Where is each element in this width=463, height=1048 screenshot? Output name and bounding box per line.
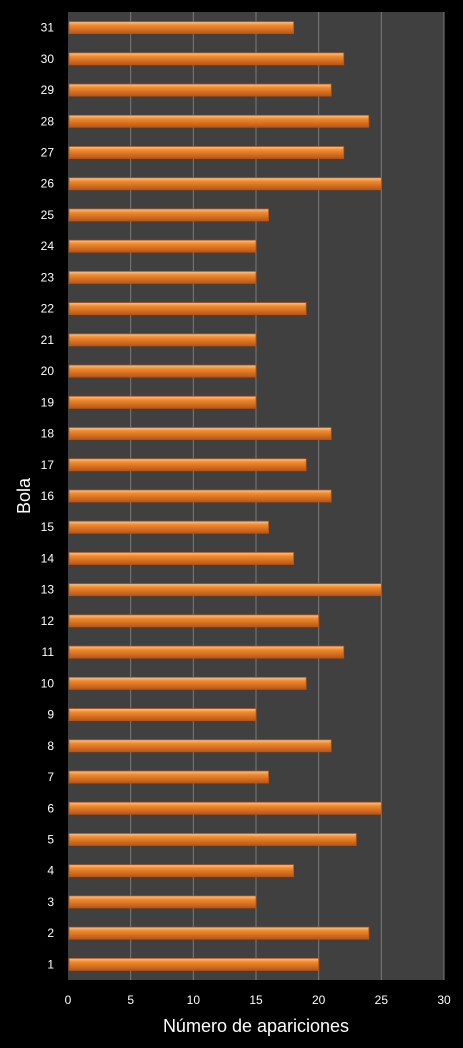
bar-20: [68, 364, 257, 378]
bar-1: [68, 957, 320, 971]
x-axis-title: Número de apariciones: [163, 1016, 349, 1036]
bar-7: [68, 770, 269, 784]
bar-26: [68, 177, 382, 191]
y-tick-label: 10: [41, 676, 55, 690]
y-tick-label: 7: [47, 770, 54, 784]
bar-21: [68, 333, 257, 347]
y-tick-label: 24: [41, 239, 55, 253]
x-tick-label: 15: [249, 993, 263, 1007]
y-tick-label: 12: [41, 614, 55, 628]
y-tick-label: 1: [47, 957, 54, 971]
bar-11: [68, 645, 345, 659]
y-tick-label: 30: [41, 52, 55, 66]
bar-24: [68, 239, 257, 253]
y-tick-label: 13: [41, 583, 55, 597]
bar-22: [68, 302, 307, 316]
bar-15: [68, 520, 269, 534]
x-tick-labels: 0 5 10 15 20 25 30: [65, 993, 451, 1007]
bars: [68, 21, 382, 971]
bar-18: [68, 427, 332, 440]
y-tick-label: 20: [41, 364, 55, 378]
bar-19: [68, 395, 257, 409]
bar-31: [68, 21, 295, 35]
bar-4: [68, 864, 295, 878]
y-tick-label: 2: [47, 926, 54, 940]
bar-29: [68, 83, 332, 97]
y-tick-label: 5: [47, 832, 54, 846]
y-tick-label: 27: [41, 146, 55, 160]
bar-2: [68, 926, 370, 940]
y-tick-label: 17: [41, 458, 55, 472]
x-tick-label: 30: [437, 993, 451, 1007]
bar-16: [68, 489, 332, 503]
y-tick-label: 16: [41, 489, 55, 503]
y-tick-labels: 1234567891011121314151617181920212223242…: [41, 21, 55, 972]
y-tick-label: 31: [41, 21, 55, 35]
x-tick-label: 25: [375, 993, 389, 1007]
y-tick-label: 9: [47, 708, 54, 722]
bar-9: [68, 708, 257, 721]
bar-6: [68, 801, 382, 815]
y-tick-label: 28: [41, 114, 55, 128]
y-tick-label: 18: [41, 427, 55, 441]
y-tick-label: 3: [47, 895, 54, 909]
y-axis-title: Bola: [14, 477, 34, 514]
x-tick-label: 10: [187, 993, 201, 1007]
y-tick-label: 25: [41, 208, 55, 222]
y-tick-label: 26: [41, 177, 55, 191]
bar-27: [68, 146, 345, 159]
bar-25: [68, 208, 269, 222]
x-tick-label: 0: [65, 993, 72, 1007]
bar-17: [68, 458, 307, 472]
bar-3: [68, 895, 257, 909]
bar-8: [68, 739, 332, 753]
bar-10: [68, 676, 307, 690]
y-tick-label: 8: [47, 739, 54, 753]
bar-30: [68, 52, 345, 66]
y-tick-label: 11: [42, 645, 55, 659]
y-tick-label: 23: [41, 270, 55, 284]
y-tick-label: 21: [41, 333, 55, 347]
bar-23: [68, 271, 257, 284]
x-tick-label: 5: [127, 993, 134, 1007]
y-tick-label: 22: [41, 302, 55, 316]
y-tick-label: 4: [47, 864, 54, 878]
y-tick-label: 15: [41, 520, 55, 534]
bar-12: [68, 614, 320, 628]
y-tick-label: 19: [41, 395, 55, 409]
x-tick-label: 20: [312, 993, 326, 1007]
y-tick-label: 29: [41, 83, 55, 97]
bar-5: [68, 833, 357, 846]
bar-13: [68, 583, 382, 597]
y-tick-label: 14: [41, 551, 55, 565]
bar-28: [68, 114, 370, 128]
bar-14: [68, 552, 295, 565]
y-tick-label: 6: [47, 801, 54, 815]
